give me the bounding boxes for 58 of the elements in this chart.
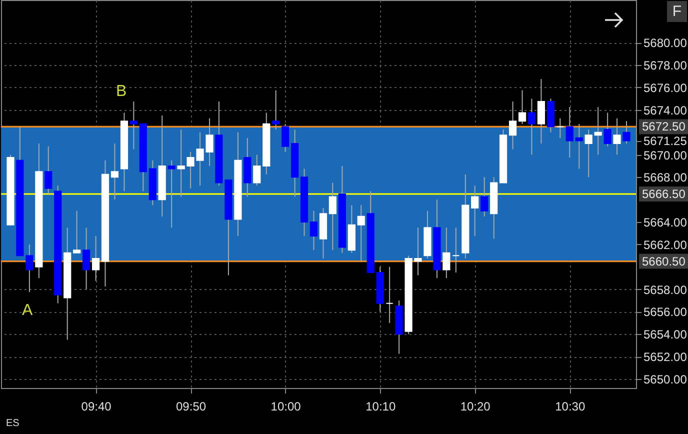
y-tick-label: 5656.00 <box>644 305 688 320</box>
candlestick <box>26 244 34 293</box>
candlestick <box>537 78 546 144</box>
y-tick-label: 5670.00 <box>644 148 688 162</box>
y-tick-label: 5671.25 <box>644 134 688 148</box>
candlestick <box>508 100 517 150</box>
candlestick <box>130 100 138 150</box>
y-tick-label: 5658.00 <box>644 282 688 297</box>
y-tick-label: 5654.00 <box>644 328 688 342</box>
candlestick <box>613 118 621 156</box>
y-tick-label: 5680.00 <box>644 36 688 50</box>
candlestick <box>556 118 564 138</box>
candlestick <box>480 176 488 217</box>
candlestick <box>110 143 119 200</box>
y-tick-label: 5662.00 <box>644 238 688 252</box>
candlestick <box>44 146 52 194</box>
candlestick <box>282 123 290 152</box>
y-tick-label: 5650.00 <box>644 372 688 387</box>
candlestick <box>328 182 336 251</box>
ref-line-label: 5660.50 <box>642 254 686 268</box>
y-tick-label: 5652.00 <box>644 350 688 364</box>
candlestick <box>92 236 100 282</box>
candlestick <box>272 90 280 130</box>
candlestick <box>452 227 460 273</box>
candlestick <box>471 185 479 237</box>
y-tick-label: 5674.00 <box>644 103 688 118</box>
candlestick <box>622 120 630 144</box>
candlestick <box>575 123 583 170</box>
candlestick <box>518 90 526 124</box>
y-tick-label: 5676.00 <box>644 80 688 95</box>
y-tick-label: 5668.00 <box>644 170 688 185</box>
candlestick <box>386 266 394 324</box>
candlestick <box>594 106 602 156</box>
annotation: B <box>116 83 127 101</box>
x-tick-label: 10:20 <box>460 400 491 414</box>
ref-line-label: 5666.50 <box>642 187 686 201</box>
x-tick-label: 10:10 <box>366 400 396 414</box>
text: ES <box>6 418 20 429</box>
candlestick <box>168 160 176 228</box>
candlestick <box>253 154 261 186</box>
candlestick <box>82 227 90 290</box>
text: F <box>667 1 687 22</box>
annotation: A <box>22 302 33 320</box>
ref-line-label: 5672.50 <box>642 120 686 134</box>
x-tick-label: 09:50 <box>176 400 206 414</box>
y-tick-label: 5678.00 <box>644 58 688 73</box>
x-tick-label: 09:40 <box>81 400 112 414</box>
candlestick <box>357 204 365 262</box>
x-tick-label: 10:00 <box>270 400 302 414</box>
candlestick <box>528 98 536 156</box>
candlestick <box>584 129 592 178</box>
x-tick-label: 10:30 <box>555 400 586 414</box>
candlestick <box>604 112 612 147</box>
y-tick-label: 5664.00 <box>644 216 688 230</box>
candlestick <box>72 210 81 254</box>
candlestick <box>310 210 318 251</box>
candlestick <box>566 106 574 158</box>
candlestick <box>442 227 450 279</box>
